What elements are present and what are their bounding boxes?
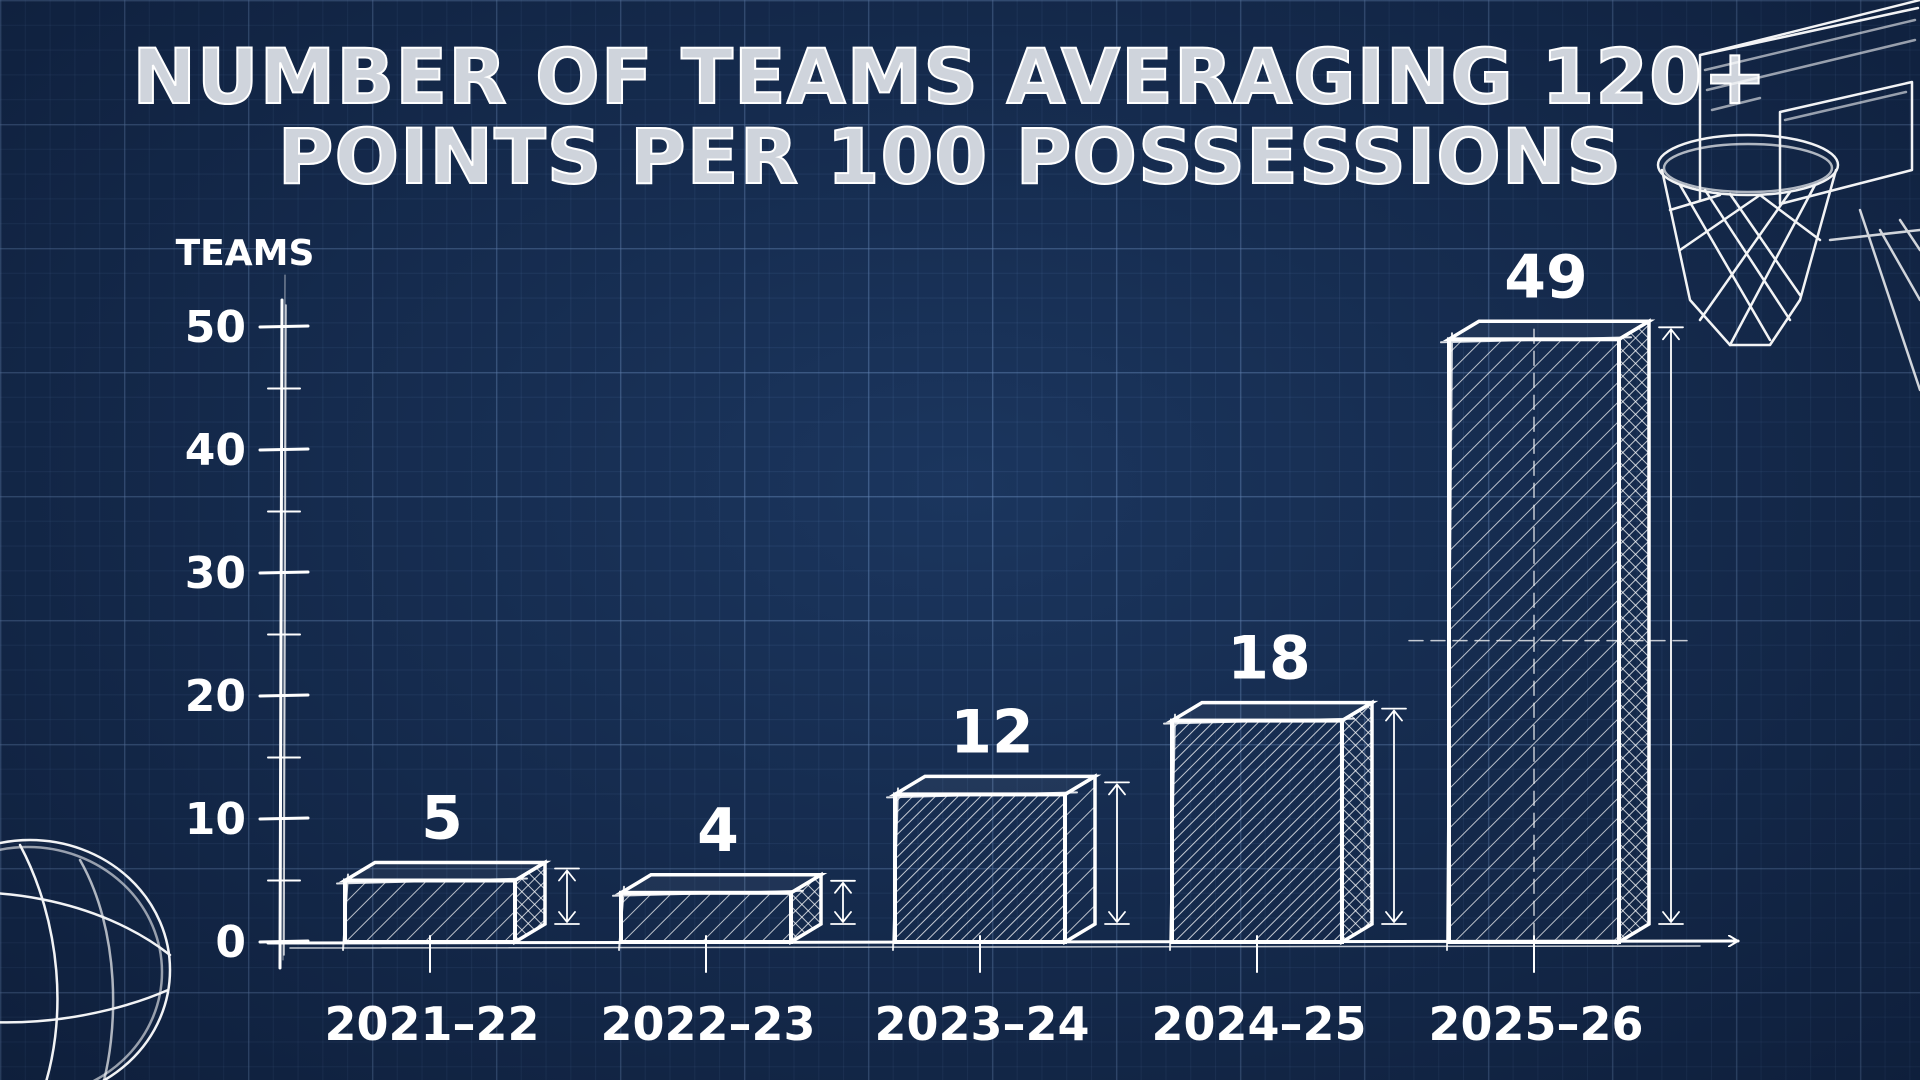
x-category-label: 2021–22 xyxy=(324,997,539,1051)
bar-top-face xyxy=(338,860,552,883)
chart-title-line-2: POINTS PER 100 POSSESSIONS xyxy=(278,112,1623,201)
bar-front-face xyxy=(619,890,793,944)
bar xyxy=(612,871,856,951)
y-tick-label: 50 xyxy=(185,302,246,353)
bar xyxy=(1163,699,1407,951)
y-tick-mark xyxy=(258,816,310,821)
bar-sketch-lines xyxy=(612,885,804,951)
category-labels: 2021–22 2022–23 2023–24 2024–25 2025–26 xyxy=(324,935,1644,1051)
x-category-label: 2024–25 xyxy=(1151,997,1366,1051)
y-tick-mark xyxy=(258,939,310,944)
y-tick-mark xyxy=(258,570,310,575)
bar-side-face xyxy=(513,859,547,946)
bar xyxy=(1408,318,1690,953)
bar-top-face xyxy=(614,873,828,895)
bar-top-face xyxy=(1442,319,1656,342)
bar-top-face xyxy=(888,774,1102,797)
bar-sketch-lines xyxy=(1163,713,1355,951)
bar-dimension-arrow xyxy=(1658,326,1684,925)
bar-dimension-arrow xyxy=(1104,781,1130,925)
y-tick-label: 20 xyxy=(185,671,246,722)
bar-value-label: 49 xyxy=(1504,242,1588,312)
data-labels: 5 4 12 18 49 xyxy=(421,242,1588,866)
y-tick-label: 30 xyxy=(185,548,246,599)
y-tick-label: 10 xyxy=(185,794,246,845)
bar-side-face xyxy=(1340,699,1374,946)
bar-value-label: 12 xyxy=(950,697,1034,767)
y-axis-title: TEAMS xyxy=(176,233,315,274)
y-axis xyxy=(278,274,287,970)
bar-value-label: 5 xyxy=(421,784,463,854)
bars xyxy=(336,318,1690,953)
bar xyxy=(886,773,1130,951)
y-tick-label: 40 xyxy=(185,425,246,476)
y-tick-label: 0 xyxy=(215,917,246,968)
y-tick-mark xyxy=(258,693,310,698)
bar xyxy=(336,859,580,951)
bar-front-face xyxy=(893,792,1067,945)
bar-value-label: 4 xyxy=(697,796,739,866)
bar-top-face xyxy=(1165,700,1379,723)
chart-title-line-1: NUMBER OF TEAMS AVERAGING 120+ xyxy=(132,32,1767,121)
bar-sketch-lines xyxy=(886,787,1078,951)
bar-dimension-arrow xyxy=(554,867,580,925)
bar-sketch-lines xyxy=(336,873,528,951)
x-category-label: 2025–26 xyxy=(1428,997,1643,1051)
bar-dimension-arrow xyxy=(1381,707,1407,925)
bar-side-face xyxy=(1617,318,1651,946)
bar-center-guides xyxy=(1408,328,1690,953)
bar-value-label: 18 xyxy=(1227,624,1311,694)
basketball-hoop-sketch xyxy=(1656,0,1920,392)
x-category-label: 2023–24 xyxy=(874,997,1089,1051)
bar-dimension-arrow xyxy=(830,879,856,925)
bar-front-face xyxy=(1170,718,1344,944)
basketball-sketch xyxy=(0,838,172,1080)
bar-side-face xyxy=(1063,773,1097,946)
y-ticks: 0 10 20 30 40 50 xyxy=(185,302,310,968)
bar-front-face xyxy=(343,878,517,944)
y-tick-mark xyxy=(258,324,310,329)
bar-sketch-lines xyxy=(1440,332,1632,951)
y-tick-mark xyxy=(258,447,310,452)
x-category-label: 2022–23 xyxy=(600,997,815,1051)
